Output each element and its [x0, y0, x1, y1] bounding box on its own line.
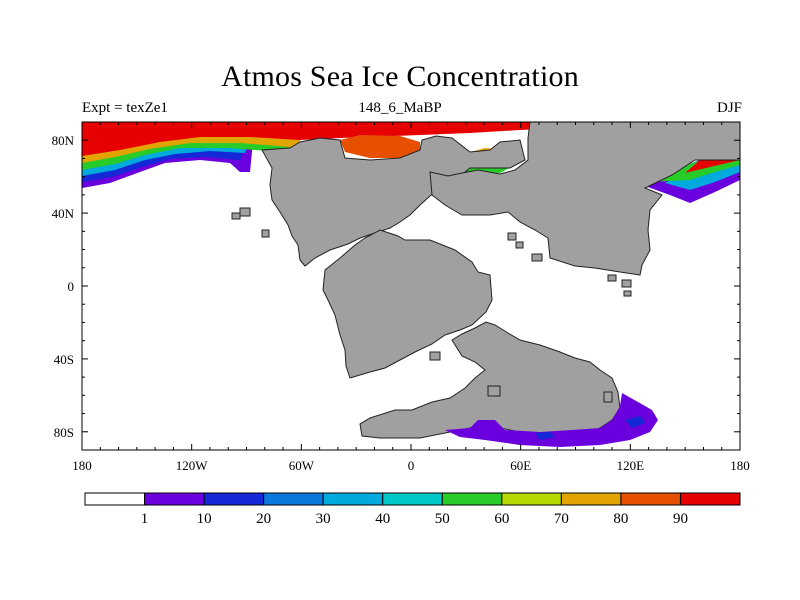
colorbar-label: 80	[613, 511, 628, 527]
colorbar-label: 10	[197, 511, 212, 527]
colorbar-label: 1	[141, 511, 149, 527]
land-island-6	[531, 253, 543, 262]
chart-title: Atmos Sea Ice Concentration	[221, 60, 579, 93]
x-tick-label: 0	[408, 458, 415, 473]
land-island-4	[507, 232, 517, 241]
ice-band-southern-purple	[445, 393, 658, 447]
colorbar-swatch	[84, 492, 146, 506]
land-island-1	[239, 207, 251, 217]
colorbar: 1 10 20 30 40 50 60 70 80 90	[84, 492, 741, 527]
ice-band-southern-blue-2	[625, 416, 645, 428]
colorbar-swatch	[560, 492, 622, 506]
land-island-12	[603, 391, 613, 403]
colorbar-swatch	[382, 492, 443, 506]
ice-band-pacific-east-cyan	[665, 122, 740, 190]
x-axis: 180 120W 60W 0 60E 120E 180	[72, 122, 750, 473]
ice-band-atlantic-orange	[340, 135, 420, 158]
time-label: 148_6_MaBP	[358, 100, 442, 116]
ice-band-southern-blue	[535, 432, 555, 440]
colorbar-label: 20	[256, 511, 271, 527]
land-masses	[231, 122, 740, 441]
land-island-3	[261, 229, 270, 238]
ice-field-north	[82, 122, 740, 203]
land-island-5	[515, 241, 524, 249]
y-tick-label: 80S	[54, 425, 74, 440]
x-tick-label: 180	[730, 458, 750, 473]
y-axis: 80N 40N 0 40S 80S	[52, 121, 740, 451]
x-tick-label: 180	[72, 458, 92, 473]
land-island-9	[623, 290, 632, 297]
colorbar-label: 40	[375, 511, 390, 527]
land-island-7	[607, 274, 617, 282]
land-island-11	[487, 385, 501, 397]
land-eurasia	[429, 122, 740, 276]
land-island-10	[429, 351, 441, 361]
colorbar-label: 70	[554, 511, 569, 527]
ice-band-pacific-west-red	[82, 122, 600, 156]
colorbar-swatch	[263, 492, 324, 506]
land-island-2	[231, 212, 241, 220]
colorbar-swatch	[441, 492, 503, 506]
season-label: DJF	[716, 100, 742, 116]
colorbar-swatch	[203, 492, 265, 506]
ice-field-south	[445, 393, 658, 447]
colorbar-swatch	[620, 492, 681, 506]
y-tick-label: 0	[68, 279, 75, 294]
colorbar-swatch	[144, 492, 205, 506]
map-layer	[82, 122, 740, 447]
colorbar-label: 30	[316, 511, 331, 527]
x-tick-label: 60E	[510, 458, 531, 473]
ice-band-pacific-east-green	[648, 122, 740, 182]
y-tick-label: 80N	[52, 133, 75, 148]
x-tick-label: 60W	[289, 458, 315, 473]
colorbar-swatch	[322, 492, 384, 506]
experiment-label: Expt = texZe1	[82, 100, 168, 116]
land-south-america-africa	[322, 229, 493, 379]
colorbar-label: 90	[673, 511, 688, 527]
colorbar-swatch	[501, 492, 562, 506]
colorbar-label: 50	[435, 511, 450, 527]
y-tick-label: 40N	[52, 206, 75, 221]
colorbar-label: 60	[494, 511, 509, 527]
land-island-8	[621, 279, 632, 288]
x-tick-label: 120E	[617, 458, 645, 473]
colorbar-swatch	[679, 492, 741, 506]
y-tick-label: 40S	[54, 352, 74, 367]
x-tick-label: 120W	[176, 458, 209, 473]
